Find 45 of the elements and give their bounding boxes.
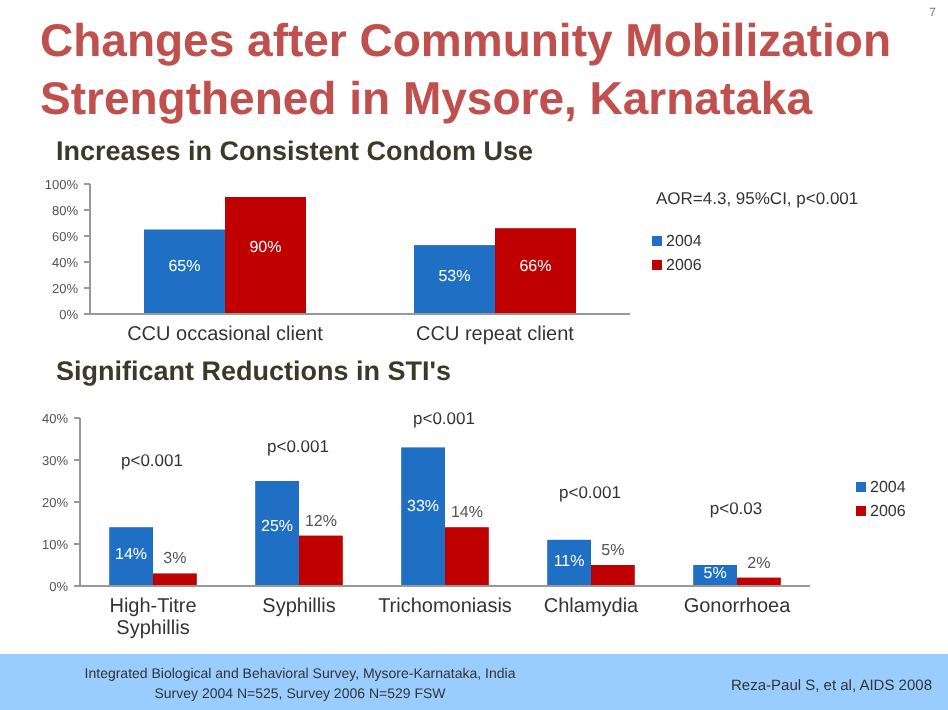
data-label: 11%: [553, 552, 585, 571]
x-tick-label: Chlamydia: [543, 596, 640, 618]
legend-label: 2004: [666, 232, 703, 250]
data-label: 53%: [438, 266, 471, 285]
bar: [401, 447, 445, 586]
legend-label: 2004: [870, 478, 907, 496]
data-label: 3%: [163, 549, 187, 568]
bar: [109, 527, 153, 586]
x-tick-label: Trichomoniasis: [378, 596, 512, 618]
bar: [225, 197, 306, 314]
bar: [414, 245, 495, 314]
bar: [153, 573, 197, 586]
x-tick-label: CCU occasional client: [127, 324, 324, 346]
chart-subtitle: Increases in Consistent Condom Use: [56, 136, 535, 166]
annotation: p<0.001: [121, 450, 184, 470]
annotation: p<0.001: [413, 408, 476, 428]
data-label: 25%: [261, 517, 294, 535]
x-tick-label: CCU repeat client: [416, 324, 575, 346]
data-label: 66%: [519, 256, 552, 275]
x-tick-label: Gonorrhoea: [683, 596, 792, 618]
annotation: p<0.001: [267, 436, 330, 456]
data-label: 2%: [747, 553, 771, 572]
chart-title: Significant Reductions in STI's: [56, 356, 451, 386]
data-label: 33%: [407, 496, 440, 515]
annotation: p<0.001: [559, 482, 622, 502]
annotation: p<0.03: [709, 498, 763, 518]
bar: [144, 229, 225, 314]
bar: [255, 481, 299, 586]
bar: [299, 535, 343, 586]
chart-title: Changes after Community Mobilization Strengthened in Mysore, Karnataka: [40, 14, 892, 124]
legend-label: 2006: [870, 502, 907, 520]
data-label: 14%: [115, 544, 148, 563]
text: AOR=4.3, 95%CI, p<0.001: [656, 188, 859, 208]
x-tick-label: Syphillis: [262, 596, 336, 618]
x-tick-label: High-Titre Syphillis: [109, 596, 198, 640]
data-label: 5%: [601, 541, 625, 559]
data-label: 5%: [703, 564, 727, 582]
data-label: 12%: [304, 511, 337, 530]
bar: [445, 527, 489, 586]
legend-label: 2006: [666, 256, 703, 274]
bar: [495, 228, 576, 314]
data-label: 65%: [168, 257, 201, 276]
data-label: 90%: [249, 237, 282, 256]
bar: [591, 565, 635, 586]
data-label: 14%: [450, 503, 483, 522]
